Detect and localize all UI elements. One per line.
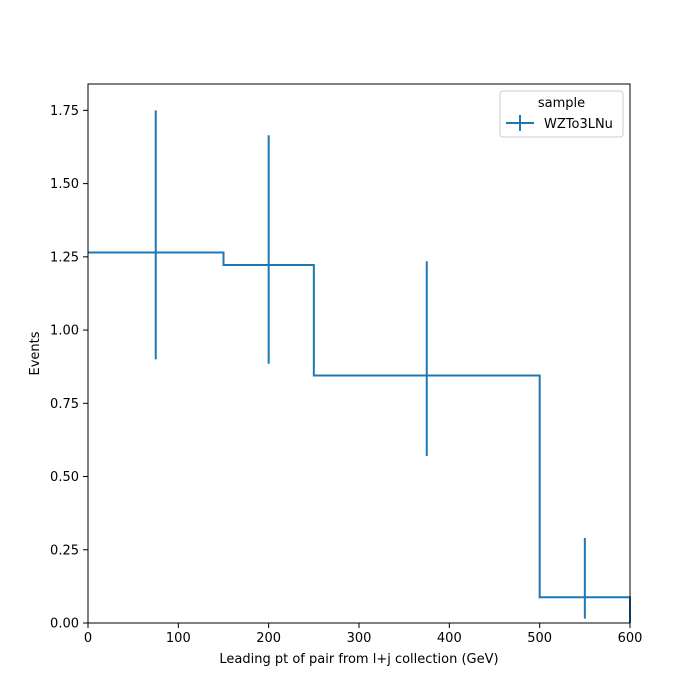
y-axis-ticks: 0.00 0.25 0.50 0.75 1.00 1.25 1.50 1.75 — [50, 104, 88, 632]
y-axis-title: Events — [28, 331, 43, 375]
x-tick-label: 600 — [618, 631, 643, 646]
x-tick-label: 500 — [527, 631, 552, 646]
y-tick-label: 0.50 — [50, 470, 79, 485]
x-tick-label: 400 — [437, 631, 462, 646]
x-tick-label: 300 — [347, 631, 372, 646]
y-tick-label: 0.00 — [50, 617, 79, 632]
y-tick-label: 1.50 — [50, 177, 79, 192]
y-tick-label: 1.25 — [50, 250, 79, 265]
x-tick-label: 100 — [166, 631, 191, 646]
x-axis-ticks: 0 100 200 300 400 500 600 — [84, 623, 643, 646]
legend: sample WZTo3LNu — [499, 90, 624, 138]
y-tick-label: 0.75 — [50, 397, 79, 412]
x-tick-label: 200 — [256, 631, 281, 646]
legend-entries: WZTo3LNu — [506, 115, 613, 132]
series-layer — [88, 110, 631, 623]
y-tick-label: 1.00 — [50, 324, 79, 339]
y-tick-label: 1.75 — [50, 104, 79, 119]
legend-entry-label: WZTo3LNu — [544, 117, 613, 132]
histogram-step-line — [88, 251, 631, 623]
legend-title: sample — [538, 96, 585, 111]
x-tick-label: 0 — [84, 631, 92, 646]
x-axis-title: Leading pt of pair from l+j collection (… — [219, 652, 498, 667]
y-tick-label: 0.25 — [50, 543, 79, 558]
legend-box — [499, 90, 624, 138]
